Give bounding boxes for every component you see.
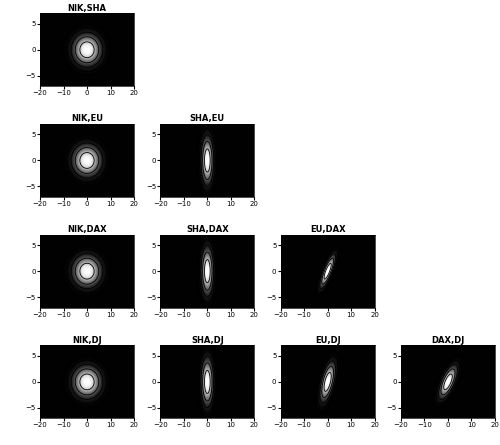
Title: NIK,SHA: NIK,SHA: [68, 4, 106, 12]
Title: NIK,DJ: NIK,DJ: [72, 336, 102, 345]
Title: EU,DAX: EU,DAX: [310, 225, 346, 234]
Title: NIK,DAX: NIK,DAX: [67, 225, 107, 234]
Title: SHA,EU: SHA,EU: [190, 114, 225, 123]
Title: SHA,DAX: SHA,DAX: [186, 225, 228, 234]
Title: NIK,EU: NIK,EU: [71, 114, 103, 123]
Title: DAX,DJ: DAX,DJ: [432, 336, 464, 345]
Title: SHA,DJ: SHA,DJ: [191, 336, 224, 345]
Title: EU,DJ: EU,DJ: [315, 336, 340, 345]
